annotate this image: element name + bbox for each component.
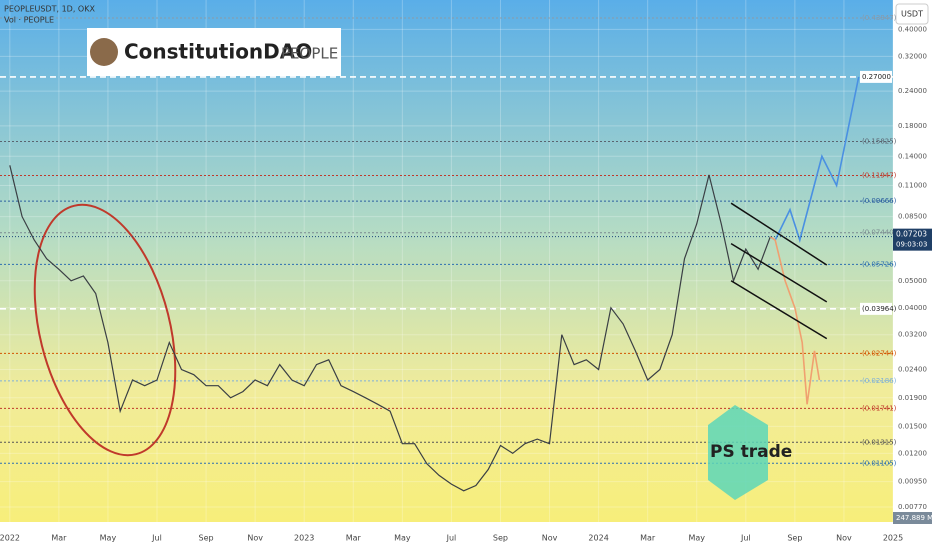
level-label: (0.03964) bbox=[862, 305, 897, 313]
y-tick-label: 0.18000 bbox=[898, 122, 927, 130]
marks bbox=[9, 76, 860, 492]
logo-box bbox=[87, 28, 341, 76]
x-tick-label: 2022 bbox=[0, 534, 20, 543]
y-tick-label: 0.32000 bbox=[898, 52, 927, 60]
y-tick-label: 0.40000 bbox=[898, 25, 927, 33]
x-tick-label: 2025 bbox=[883, 534, 903, 543]
channel-line bbox=[730, 242, 828, 303]
channel-line bbox=[730, 202, 828, 266]
x-tick-label: Sep bbox=[199, 534, 214, 543]
level-label: (0.01105) bbox=[862, 459, 897, 467]
logo-text: ConstitutionDAO bbox=[124, 40, 312, 64]
price-line bbox=[9, 165, 771, 492]
x-tick-label: Jul bbox=[151, 534, 162, 543]
y-tick-label: 0.02400 bbox=[898, 366, 927, 374]
y-tick-label: 0.03200 bbox=[898, 331, 927, 339]
y-tick-label: 0.01900 bbox=[898, 394, 927, 402]
x-tick-label: May bbox=[394, 534, 411, 543]
y-tick-label: 0.08500 bbox=[898, 213, 927, 221]
currency: USDT bbox=[901, 10, 923, 19]
level-tag bbox=[860, 302, 892, 315]
x-tick-label: Mar bbox=[346, 534, 362, 543]
x-tick-label: Sep bbox=[787, 534, 802, 543]
x-tick-label: 2024 bbox=[588, 534, 608, 543]
watermark-logo bbox=[708, 405, 768, 500]
volume-label: 247.889 M bbox=[896, 514, 932, 522]
x-tick-label: Nov bbox=[836, 534, 852, 543]
countdown: 09:03:03 bbox=[896, 241, 927, 249]
time-axis bbox=[0, 522, 893, 550]
price-axis bbox=[893, 0, 932, 550]
level-label: (0.01741) bbox=[862, 404, 897, 412]
level-label: (0.07440) bbox=[862, 229, 897, 237]
level-label: (0.02744) bbox=[862, 349, 897, 357]
last-price-tag bbox=[893, 228, 932, 251]
x-tick-label: Jul bbox=[446, 534, 457, 543]
x-tick-label: Mar bbox=[640, 534, 656, 543]
y-tick-label: 0.01500 bbox=[898, 422, 927, 430]
last-price-label: 0.07203 bbox=[896, 230, 927, 239]
level-label: 0.27000 bbox=[862, 73, 891, 81]
x-tick-label: 2023 bbox=[294, 534, 314, 543]
y-tick-label: 0.04000 bbox=[898, 304, 927, 312]
chart-subtitle: Vol · PEOPLE bbox=[4, 16, 54, 25]
x-tick-label: Sep bbox=[493, 534, 508, 543]
y-tick-label: 0.01200 bbox=[898, 449, 927, 457]
x-tick-label: Nov bbox=[247, 534, 263, 543]
level-label: (0.43947) bbox=[862, 14, 897, 22]
x-tick-label: Nov bbox=[542, 534, 558, 543]
level-tag bbox=[860, 70, 892, 83]
channel-line bbox=[730, 280, 828, 340]
highlight-ellipse bbox=[33, 203, 177, 457]
x-tick-label: Jul bbox=[740, 534, 751, 543]
y-tick-label: 0.11000 bbox=[898, 181, 927, 189]
level-label: (0.11947) bbox=[862, 171, 897, 179]
price-line bbox=[769, 236, 821, 405]
level-label: (0.05726) bbox=[862, 260, 897, 268]
logo-sub: PEOPLE bbox=[281, 45, 338, 63]
y-tick-label: 0.00770 bbox=[898, 503, 927, 511]
level-label: (0.09666) bbox=[862, 197, 897, 205]
level-label: (0.02186) bbox=[862, 377, 897, 385]
x-tick-label: May bbox=[688, 534, 705, 543]
y-tick-label: 0.00950 bbox=[898, 478, 927, 486]
volume-tag bbox=[893, 512, 932, 524]
y-tick-label: 0.14000 bbox=[898, 152, 927, 160]
level-label: (0.15825) bbox=[862, 137, 897, 145]
x-tick-label: Mar bbox=[51, 534, 67, 543]
watermark: PS trade bbox=[710, 442, 792, 462]
x-tick-label: May bbox=[100, 534, 117, 543]
chart-title: PEOPLEUSDT, 1D, OKX bbox=[4, 5, 95, 14]
currency-box bbox=[895, 3, 929, 25]
y-tick-label: 0.24000 bbox=[898, 87, 927, 95]
logo-icon bbox=[90, 38, 118, 66]
y-tick-label: 0.05000 bbox=[898, 277, 927, 285]
level-label: (0.01315) bbox=[862, 438, 897, 446]
